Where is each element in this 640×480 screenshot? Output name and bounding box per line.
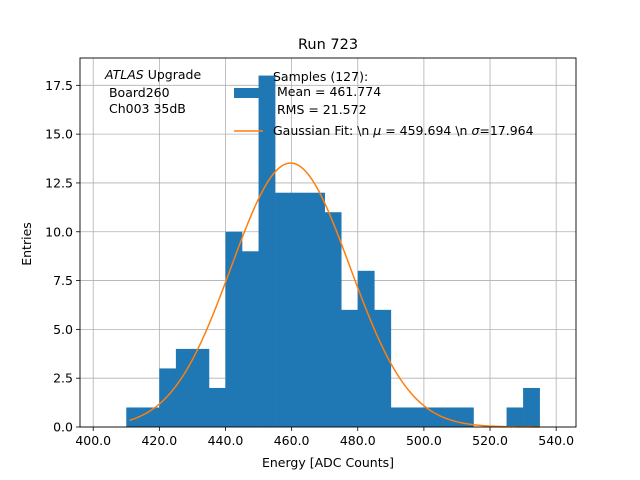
svg-text:ATLAS Upgrade: ATLAS Upgrade xyxy=(104,67,201,82)
y-tick-label-7: 17.5 xyxy=(45,78,73,93)
hist-bar-11 xyxy=(308,192,325,427)
legend-hist-line1: Samples (127): xyxy=(273,69,368,84)
x-tick-label-1: 420.0 xyxy=(141,433,177,448)
hist-bar-4 xyxy=(192,348,210,427)
fit-curve xyxy=(129,162,540,428)
legend-hist-line2: Mean = 461.774 xyxy=(273,84,381,99)
y-tick-label-0: 0.0 xyxy=(53,420,73,435)
histogram-bars xyxy=(126,75,540,428)
hist-bar-23 xyxy=(506,407,524,427)
hist-bar-18 xyxy=(423,407,441,427)
gaussian-fit xyxy=(129,162,540,428)
hist-bar-24 xyxy=(523,387,540,427)
x-tick-label-0: 400.0 xyxy=(75,433,111,448)
hist-bar-14 xyxy=(357,270,375,427)
hist-bar-2 xyxy=(159,368,177,427)
hist-bar-13 xyxy=(341,309,359,427)
hist-bar-0 xyxy=(126,407,144,427)
x-tick-label-4: 480.0 xyxy=(340,433,376,448)
hist-bar-16 xyxy=(390,407,408,427)
hist-bar-5 xyxy=(208,387,226,427)
x-tick-label-6: 520.0 xyxy=(472,433,508,448)
hist-bar-9 xyxy=(275,192,292,427)
y-tick-label-6: 15.0 xyxy=(45,127,73,142)
hist-bar-15 xyxy=(374,309,392,427)
legend: Samples (127): Mean = 461.774 RMS = 21.5… xyxy=(234,69,534,138)
axis-ticks: 400.0 420.0 440.0 460.0 480.0 500.0 520.0 540.0… xyxy=(45,78,574,448)
hist-bar-6 xyxy=(225,231,243,427)
hist-bar-17 xyxy=(407,407,425,427)
y-tick-label-5: 12.5 xyxy=(45,175,73,190)
hist-bar-7 xyxy=(242,251,259,427)
hist-bar-8 xyxy=(258,75,276,428)
y-tick-label-1: 2.5 xyxy=(53,371,73,386)
legend-hist-line3: RMS = 21.572 xyxy=(273,102,367,117)
plot-frame xyxy=(79,57,577,428)
y-tick-label-4: 10.0 xyxy=(45,224,73,239)
hist-bar-10 xyxy=(291,192,309,427)
atlas-annotation: ATLAS Upgrade Board260 Ch003 35dB xyxy=(104,67,201,116)
hist-bar-3 xyxy=(175,348,193,427)
x-tick-label-5: 500.0 xyxy=(406,433,442,448)
y-tick-label-3: 7.5 xyxy=(53,273,73,288)
y-tick-label-2: 5.0 xyxy=(53,322,73,337)
x-axis-label: Energy [ADC Counts] xyxy=(262,455,394,470)
atlas-channel: Ch003 35dB xyxy=(105,101,186,116)
chart-title: Run 723 xyxy=(298,37,358,53)
legend-hist-patch xyxy=(234,88,263,98)
x-tick-label-2: 440.0 xyxy=(208,433,244,448)
y-axis-label: Entries xyxy=(19,222,34,266)
hist-bar-12 xyxy=(324,212,342,427)
atlas-board: Board260 xyxy=(105,85,170,100)
atlas-italic: ATLAS xyxy=(104,67,144,82)
atlas-upgrade: Upgrade xyxy=(144,67,202,82)
hist-bar-19 xyxy=(440,407,458,427)
x-tick-label-7: 540.0 xyxy=(538,433,574,448)
x-tick-label-3: 460.0 xyxy=(274,433,310,448)
legend-fit-label: Gaussian Fit: \n μ = 459.694 \n σ=17.964 xyxy=(273,123,534,138)
